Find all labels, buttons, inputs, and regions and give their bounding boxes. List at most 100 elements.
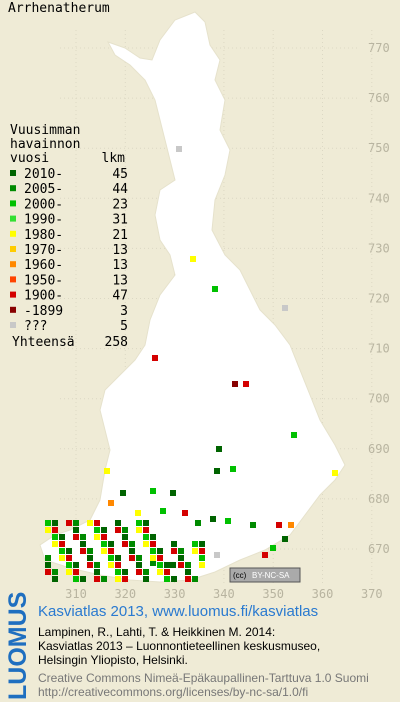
observation-square: [45, 520, 51, 526]
observation-square: [52, 569, 58, 575]
legend-heading: havainnon: [10, 137, 80, 152]
license-line: http://creativecommons.org/licenses/by-n…: [38, 685, 308, 699]
observation-square: [73, 534, 79, 540]
legend-count: 13: [112, 273, 128, 288]
legend-label: 2000-: [24, 197, 63, 212]
observation-square: [143, 576, 149, 582]
observation-square: [122, 534, 128, 540]
observation-square: [332, 470, 338, 476]
observation-square: [136, 562, 142, 568]
legend-swatch: [10, 230, 16, 237]
observation-square: [282, 536, 288, 542]
observation-square: [150, 541, 156, 547]
observation-square: [150, 548, 156, 554]
observation-square: [129, 548, 135, 554]
observation-square: [66, 555, 72, 561]
legend-swatch: [10, 276, 16, 283]
observation-square: [122, 541, 128, 547]
observation-square: [73, 562, 79, 568]
legend-label: ???: [24, 319, 47, 334]
observation-square: [136, 520, 142, 526]
observation-square: [150, 560, 156, 566]
observations: [45, 146, 338, 582]
y-tick-label: 750: [368, 141, 390, 155]
observation-square: [122, 569, 128, 575]
observation-square: [136, 555, 142, 561]
legend-label: 1950-: [24, 273, 63, 288]
observation-square: [115, 562, 121, 568]
observation-square: [152, 355, 158, 361]
observation-square: [101, 548, 107, 554]
legend-label: 1900-: [24, 289, 63, 304]
observation-square: [164, 569, 170, 575]
observation-square: [176, 146, 182, 152]
observation-square: [52, 520, 58, 526]
observation-square: [216, 446, 222, 452]
y-tick-label: 680: [368, 492, 390, 506]
legend-swatch: [10, 261, 16, 268]
observation-square: [115, 520, 121, 526]
observation-square: [170, 562, 176, 568]
observation-square: [178, 548, 184, 554]
observation-square: [164, 562, 170, 568]
observation-square: [94, 520, 100, 526]
legend-label: 2005-: [24, 182, 63, 197]
observation-square: [94, 534, 100, 540]
y-tick-label: 760: [368, 91, 390, 105]
observation-square: [101, 527, 107, 533]
observation-square: [170, 490, 176, 496]
legend-swatch: [10, 246, 16, 252]
observation-square: [171, 576, 177, 582]
x-tick-label: 310: [65, 587, 87, 601]
grid: 770 760 750 740 730 720 710 700 690 680 670 310 320 3…: [60, 30, 390, 601]
observation-square: [164, 576, 170, 582]
x-tick-label: 320: [114, 587, 136, 601]
observation-square: [45, 555, 51, 561]
legend-count: 23: [112, 197, 128, 212]
observation-square: [59, 555, 65, 561]
observation-square: [73, 527, 79, 533]
badge-text: BY-NC-SA: [252, 571, 290, 580]
observation-square: [178, 555, 184, 561]
y-tick-label: 670: [368, 542, 390, 556]
observation-square: [143, 569, 149, 575]
legend-count: 44: [112, 182, 128, 197]
y-tick-label: 770: [368, 41, 390, 55]
legend-swatch: [10, 200, 16, 207]
observation-square: [94, 527, 100, 533]
citation: Lampinen, R., Lahti, T. & Heikkinen M. 2…: [38, 625, 369, 699]
observation-square: [199, 562, 205, 568]
legend-label: 1960-: [24, 258, 63, 273]
observation-square: [150, 555, 156, 561]
legend-label: 2010-: [24, 167, 63, 182]
legend-heading: vuosi: [10, 151, 49, 166]
observation-square: [270, 545, 276, 551]
logo: LUOMUS: [4, 592, 32, 700]
observation-square: [136, 527, 142, 533]
observation-square: [87, 548, 93, 554]
legend-count-heading: lkm: [102, 151, 126, 166]
observation-square: [115, 527, 121, 533]
observation-square: [288, 522, 294, 528]
observation-square: [136, 569, 142, 575]
observation-square: [276, 522, 282, 528]
observation-square: [87, 520, 93, 526]
observation-square: [182, 510, 188, 516]
total-label: Yhteensä: [12, 335, 75, 350]
observation-square: [66, 569, 72, 575]
y-tick-label: 740: [368, 191, 390, 205]
observation-square: [94, 569, 100, 575]
legend-count: 45: [112, 167, 128, 182]
observation-square: [108, 548, 114, 554]
observation-square: [66, 548, 72, 554]
legend-label: 1990-: [24, 213, 63, 228]
x-tick-label: 330: [164, 587, 186, 601]
x-tick-label: 370: [361, 587, 383, 601]
observation-square: [108, 500, 114, 506]
footer-link[interactable]: Kasviatlas 2013, www.luomus.fi/kasviatla…: [38, 603, 318, 620]
observation-square: [73, 569, 79, 575]
observation-square: [52, 527, 58, 533]
observation-square: [94, 576, 100, 582]
observation-square: [135, 510, 141, 516]
